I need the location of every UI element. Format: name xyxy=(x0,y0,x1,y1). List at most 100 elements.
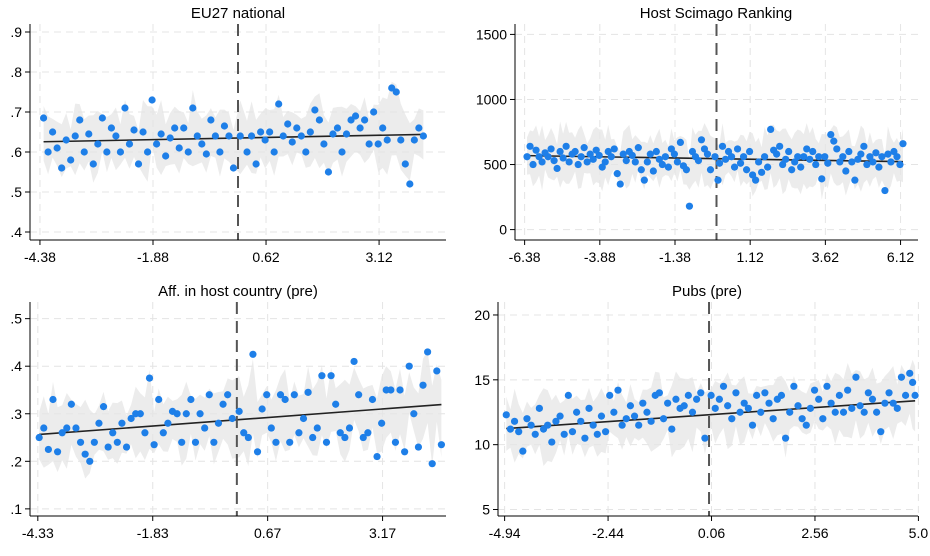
data-point xyxy=(688,147,697,156)
data-point xyxy=(99,403,108,411)
y-tick-label: 10 xyxy=(474,437,490,453)
data-point xyxy=(779,160,787,169)
data-point xyxy=(196,410,204,418)
x-tick-label: 0.67 xyxy=(254,525,281,541)
data-point xyxy=(581,434,589,442)
data-point xyxy=(166,134,174,142)
data-point xyxy=(637,166,645,174)
data-point xyxy=(703,150,712,158)
x-tick-label: 3.17 xyxy=(369,525,396,541)
data-point xyxy=(433,367,441,375)
data-point xyxy=(806,404,815,412)
data-point xyxy=(85,130,93,138)
data-point xyxy=(736,408,744,416)
data-point xyxy=(419,132,427,140)
data-point xyxy=(639,399,647,407)
data-point xyxy=(351,112,360,120)
confidence-band xyxy=(527,121,903,200)
data-point xyxy=(387,386,395,394)
data-point xyxy=(790,382,798,390)
x-tick-label: 5.0 xyxy=(909,525,929,541)
data-point xyxy=(881,186,889,195)
data-point xyxy=(189,104,197,112)
y-tick-label: .3 xyxy=(10,406,22,422)
data-point xyxy=(836,158,844,166)
data-point xyxy=(647,417,655,425)
data-point xyxy=(391,438,400,446)
data-point xyxy=(740,399,748,407)
data-point xyxy=(297,132,305,140)
data-point xyxy=(201,424,209,432)
data-point xyxy=(835,391,843,399)
data-point xyxy=(531,430,539,438)
data-point xyxy=(785,147,793,156)
data-point xyxy=(844,386,852,394)
data-point xyxy=(670,150,678,158)
data-point xyxy=(44,148,52,156)
data-point xyxy=(320,140,328,148)
data-point xyxy=(827,399,835,407)
data-point xyxy=(341,433,349,442)
data-point xyxy=(728,415,736,423)
data-point xyxy=(571,147,579,156)
data-point xyxy=(506,425,515,433)
data-point xyxy=(118,419,126,427)
data-point xyxy=(589,421,597,429)
data-point xyxy=(758,168,766,176)
data-point xyxy=(724,147,733,156)
data-point xyxy=(719,382,728,390)
y-tick-label: .4 xyxy=(10,224,22,240)
data-point xyxy=(410,136,418,144)
data-point xyxy=(610,145,618,153)
data-point xyxy=(437,441,446,449)
data-point xyxy=(275,100,283,108)
x-tick-label: -4.38 xyxy=(24,249,56,265)
data-point xyxy=(601,428,610,436)
data-point xyxy=(113,438,121,446)
data-point xyxy=(81,450,89,458)
data-point xyxy=(634,144,642,152)
data-point xyxy=(798,415,806,423)
data-point xyxy=(815,153,823,161)
data-point xyxy=(901,391,910,399)
fit-line xyxy=(43,133,424,143)
data-point xyxy=(676,138,685,147)
data-point xyxy=(98,114,106,122)
data-point xyxy=(593,430,601,438)
panel-host-scimago-ranking: Host Scimago Ranking 0 500 1000 1500 -6.38 -3… xyxy=(476,5,918,265)
data-point xyxy=(258,405,266,413)
x-tick-label: 1.12 xyxy=(737,249,764,265)
data-point xyxy=(415,124,423,132)
data-point xyxy=(845,147,853,156)
data-point xyxy=(519,447,527,455)
data-point xyxy=(744,404,752,412)
data-point xyxy=(745,147,754,156)
data-point xyxy=(311,106,319,114)
data-point xyxy=(860,408,868,416)
data-point xyxy=(848,158,856,166)
data-point xyxy=(761,389,769,397)
data-point xyxy=(887,158,895,166)
confidence-band xyxy=(43,81,424,183)
data-point xyxy=(187,395,195,404)
y-tick-label: .2 xyxy=(10,453,22,469)
data-point xyxy=(224,391,232,399)
data-point xyxy=(619,150,627,158)
data-point xyxy=(856,402,864,410)
data-point xyxy=(694,157,703,165)
data-point xyxy=(253,448,262,456)
data-point xyxy=(818,175,826,183)
data-point xyxy=(193,132,201,140)
data-point xyxy=(806,155,814,163)
data-point xyxy=(405,362,413,370)
data-point xyxy=(302,148,310,156)
data-point xyxy=(664,399,672,407)
data-point xyxy=(824,159,832,167)
data-point xyxy=(906,369,914,377)
data-point xyxy=(53,144,61,152)
data-point xyxy=(356,124,364,132)
data-point xyxy=(544,153,552,161)
data-point xyxy=(63,424,71,432)
data-point xyxy=(761,153,769,161)
